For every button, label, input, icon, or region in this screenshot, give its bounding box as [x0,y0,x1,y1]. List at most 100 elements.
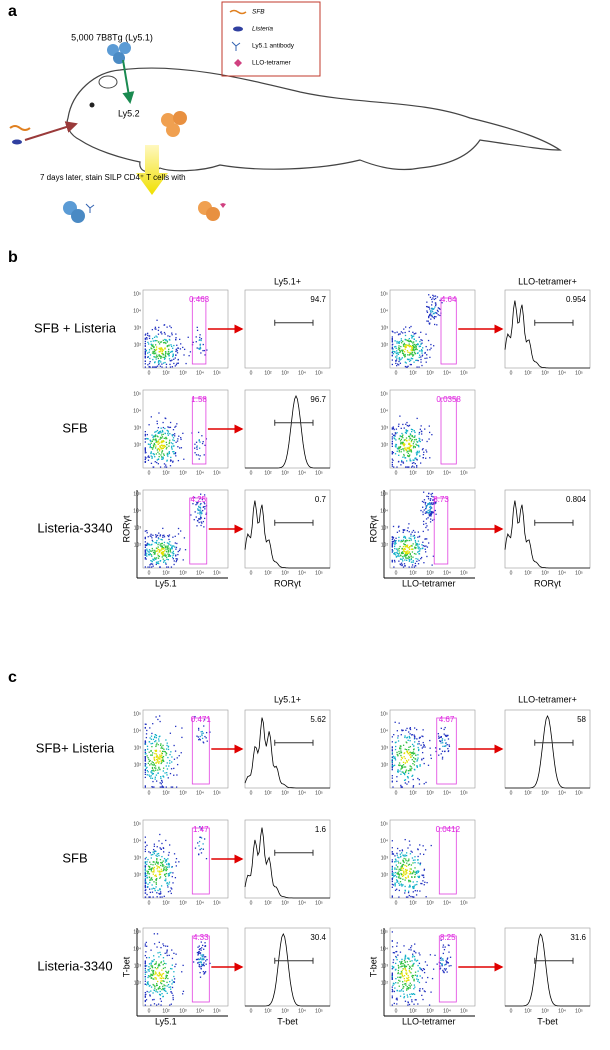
event-dot [148,552,149,553]
event-dot [426,518,427,519]
event-dot [150,361,151,362]
event-dot [415,345,416,346]
event-dot [145,774,146,775]
event-dot [392,989,393,990]
event-dot [164,466,165,467]
event-dot [145,769,146,770]
event-dot [420,429,421,430]
event-dot [158,360,159,361]
event-dot [392,331,393,332]
event-dot [406,855,407,856]
event-dot [423,454,424,455]
histogram-value: 94.7 [310,295,326,304]
event-dot [408,740,409,741]
x-tick-label: 0 [250,470,253,476]
event-dot [148,966,149,967]
event-dot [409,551,410,552]
event-dot [450,965,451,966]
event-dot [430,311,431,312]
x-tick-label: 10⁵ [315,900,323,906]
event-dot [409,885,410,886]
event-dot [444,751,445,752]
event-dot [156,543,157,544]
event-dot [166,985,167,986]
event-dot [151,962,152,963]
event-dot [145,553,146,554]
event-dot [392,451,393,452]
event-dot [413,891,414,892]
event-dot [425,991,426,992]
event-dot [156,356,157,357]
event-dot [158,532,159,533]
event-dot [147,335,148,336]
event-dot [431,845,432,846]
event-dot [185,363,186,364]
event-dot [398,455,399,456]
event-dot [188,337,189,338]
event-dot [399,451,400,452]
event-dot [412,347,413,348]
event-dot [414,867,415,868]
event-dot [161,757,162,758]
x-tick-label: 10⁴ [298,1008,306,1014]
stain-text: 7 days later, stain SILP CD4⁺ T cells wi… [40,173,186,182]
event-dot [174,546,175,547]
x-tick-label: 0 [395,1008,398,1014]
row-label: SFB [62,420,87,435]
event-dot [157,544,158,545]
event-dot [408,959,409,960]
event-dot [171,949,172,950]
axis-label: LLO-tetramer [402,1016,456,1026]
event-dot [414,353,415,354]
event-dot [393,435,394,436]
event-dot [411,968,412,969]
event-dot [416,881,417,882]
event-dot [414,532,415,533]
event-dot [164,990,165,991]
x-tick-label: 0 [250,1008,253,1014]
event-dot [405,955,406,956]
event-dot [145,766,146,767]
event-dot [160,889,161,890]
event-dot [407,961,408,962]
event-dot [149,358,150,359]
event-dot [409,736,410,737]
event-dot [200,948,201,949]
event-dot [173,971,174,972]
event-dot [448,951,449,952]
event-dot [419,982,420,983]
event-dot [415,340,416,341]
result-cells [63,201,226,223]
event-dot [412,564,413,565]
event-dot [424,499,425,500]
event-dot [148,866,149,867]
event-dot [201,852,202,853]
event-dot [204,506,205,507]
axis-label: T-bet [121,956,131,977]
event-dot [152,723,153,724]
event-dot [405,730,406,731]
event-dot [168,539,169,540]
event-dot [392,359,393,360]
event-dot [156,557,157,558]
event-dot [169,882,170,883]
event-dot [398,764,399,765]
event-dot [400,443,401,444]
event-dot [411,539,412,540]
event-dot [392,549,393,550]
y-tick-label: 10² [134,762,142,768]
event-dot [152,892,153,893]
event-dot [429,502,430,503]
event-dot [405,432,406,433]
event-dot [153,989,154,990]
event-dot [392,861,393,862]
event-dot [146,549,147,550]
event-dot [404,780,405,781]
event-dot [419,553,420,554]
event-dot [396,876,397,877]
event-dot [163,870,164,871]
event-dot [392,749,393,750]
panel-label: c [8,669,17,686]
event-dot [152,743,153,744]
event-dot [184,349,185,350]
